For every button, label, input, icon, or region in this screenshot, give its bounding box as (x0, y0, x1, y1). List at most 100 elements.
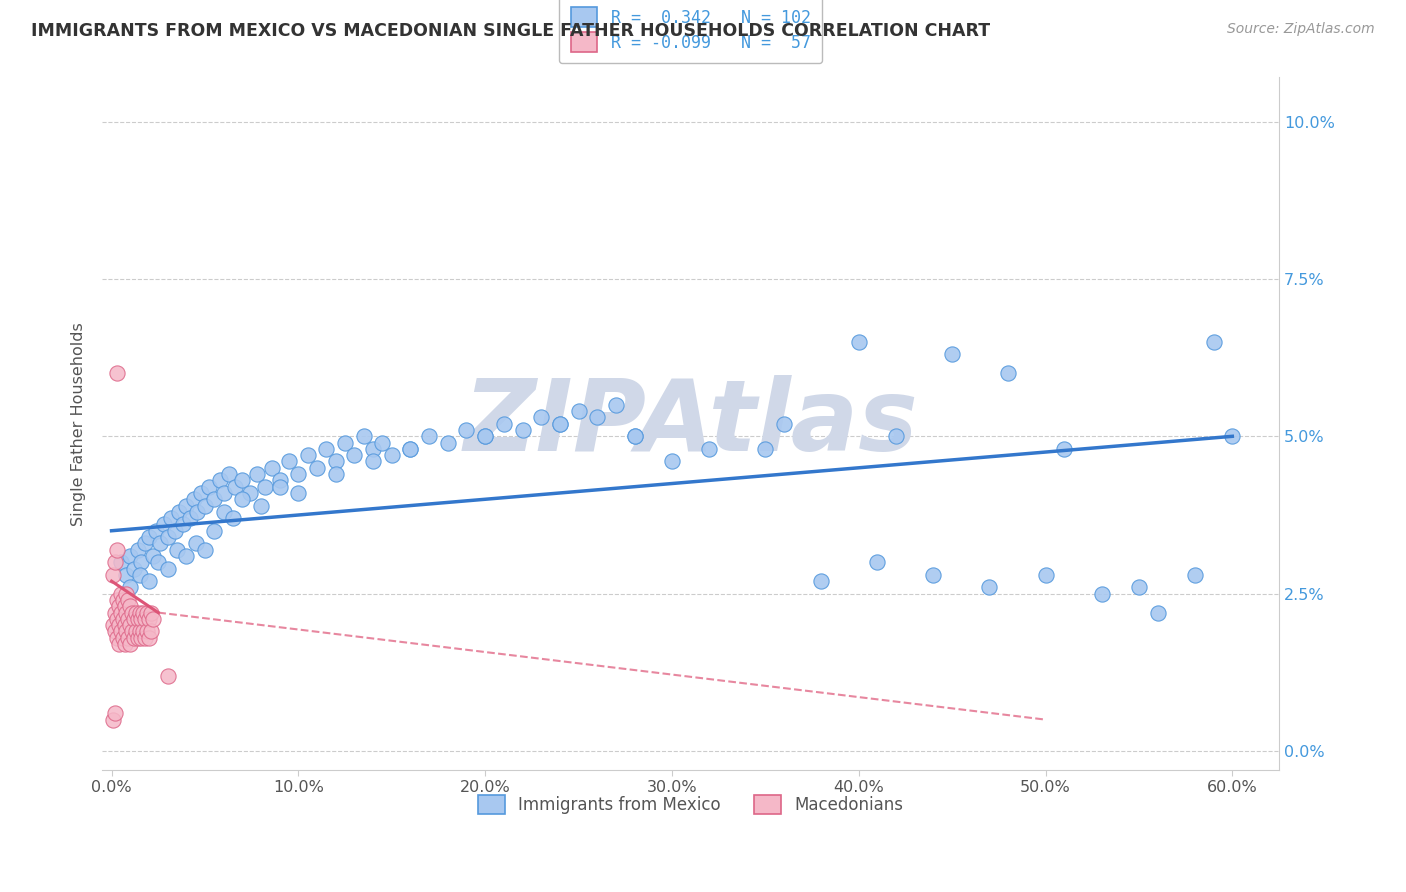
Point (110, 624, 132, 639)
Point (315, 442, 337, 456)
Point (108, 637, 131, 651)
Point (128, 624, 150, 639)
Point (418, 429, 440, 443)
Point (436, 435, 458, 450)
Point (138, 574, 160, 588)
Point (305, 460, 328, 475)
Point (117, 612, 139, 626)
Point (269, 480, 291, 494)
Point (361, 442, 384, 456)
Point (224, 480, 246, 494)
Point (105, 593, 128, 607)
Point (115, 587, 138, 601)
Point (623, 429, 645, 443)
Point (190, 486, 212, 500)
Point (381, 448, 404, 462)
Point (997, 367, 1019, 381)
Point (174, 549, 197, 563)
Point (145, 524, 167, 538)
Point (149, 536, 172, 550)
Point (474, 429, 496, 443)
Point (111, 593, 134, 607)
Y-axis label: Single Father Households: Single Father Households (72, 322, 86, 525)
Point (325, 454, 347, 468)
Point (333, 435, 356, 450)
Point (371, 435, 394, 450)
Point (325, 467, 347, 481)
Point (122, 631, 145, 645)
Point (399, 442, 422, 456)
Point (287, 486, 309, 500)
Point (120, 549, 142, 563)
Point (548, 417, 571, 431)
Point (127, 612, 149, 626)
Point (114, 637, 136, 651)
Point (239, 486, 262, 500)
Point (186, 505, 208, 519)
Point (111, 631, 134, 645)
Point (661, 454, 683, 468)
Point (848, 334, 870, 349)
Point (231, 492, 253, 507)
Text: ZIPAtlas: ZIPAtlas (463, 376, 918, 472)
Point (136, 624, 159, 639)
Point (353, 429, 375, 443)
Point (105, 542, 128, 557)
Point (605, 398, 627, 412)
Point (132, 606, 155, 620)
Point (1128, 581, 1150, 595)
Point (773, 417, 796, 431)
Point (399, 442, 422, 456)
Point (1053, 442, 1076, 456)
Point (165, 524, 187, 538)
Point (754, 442, 776, 456)
Point (212, 486, 235, 500)
Point (530, 410, 553, 425)
Point (131, 631, 153, 645)
Point (114, 618, 136, 632)
Point (125, 624, 148, 639)
Point (231, 474, 253, 488)
Point (1035, 567, 1057, 582)
Point (115, 567, 138, 582)
Point (1202, 334, 1225, 349)
Point (979, 581, 1001, 595)
Point (166, 542, 188, 557)
Point (108, 618, 131, 632)
Point (172, 517, 194, 532)
Point (138, 612, 160, 626)
Point (156, 530, 179, 544)
Point (278, 454, 301, 468)
Point (623, 429, 645, 443)
Point (922, 567, 945, 582)
Point (297, 448, 319, 462)
Point (156, 561, 179, 575)
Point (343, 448, 366, 462)
Point (104, 606, 127, 620)
Point (156, 668, 179, 682)
Point (1090, 587, 1112, 601)
Point (218, 467, 240, 481)
Text: Source: ZipAtlas.com: Source: ZipAtlas.com (1227, 22, 1375, 37)
Point (492, 417, 515, 431)
Point (174, 499, 197, 513)
Point (139, 606, 162, 620)
Point (139, 624, 162, 639)
Point (208, 474, 231, 488)
Point (138, 530, 160, 544)
Point (103, 618, 125, 632)
Point (361, 454, 384, 468)
Point (122, 612, 145, 626)
Point (114, 599, 136, 614)
Point (134, 612, 156, 626)
Point (160, 511, 183, 525)
Point (138, 631, 160, 645)
Point (103, 567, 125, 582)
Legend: Immigrants from Mexico, Macedonians: Immigrants from Mexico, Macedonians (468, 785, 912, 824)
Point (128, 606, 150, 620)
Point (202, 524, 225, 538)
Point (127, 542, 149, 557)
Point (246, 467, 269, 481)
Point (131, 612, 153, 626)
Point (134, 536, 156, 550)
